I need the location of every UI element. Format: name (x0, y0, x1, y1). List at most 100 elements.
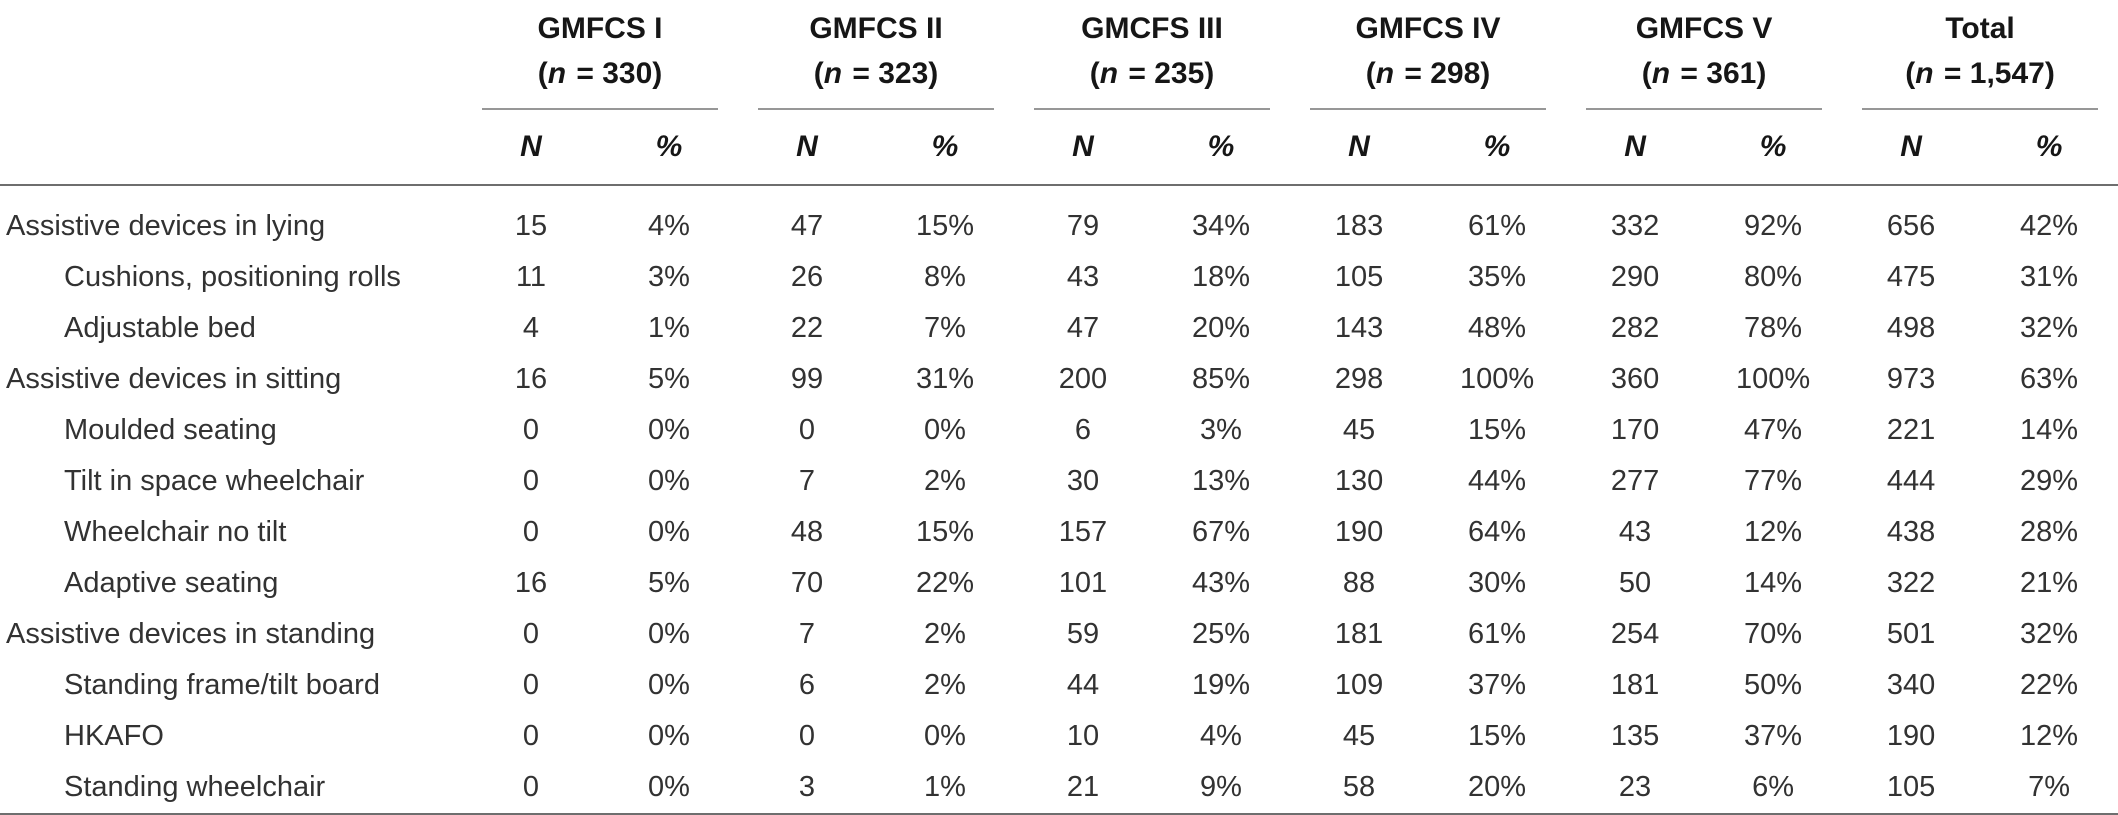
group-title: GMFCS V (1635, 12, 1773, 45)
data-cell: 0 (462, 762, 600, 815)
data-cell: 15% (1468, 720, 1527, 752)
data-cell: 290 (1610, 261, 1660, 293)
data-cell: 1% (648, 312, 690, 344)
row-label: Moulded seating (64, 414, 277, 446)
n-value: = 330) (568, 57, 663, 90)
data-cell: 0% (924, 720, 966, 752)
pct-header: % (1980, 110, 2118, 186)
data-cell: 63% (2020, 363, 2079, 395)
group-sample-size: (n = 298) (1310, 51, 1546, 96)
data-cell: 42% (2020, 210, 2079, 242)
group-header-box: Total (n = 1,547) (1862, 6, 2099, 110)
data-cell: 8% (924, 261, 966, 293)
group-header-total: Total (n = 1,547) (1842, 0, 2118, 110)
data-cell: 501 (1886, 618, 1936, 650)
n-value: = 361) (1672, 57, 1767, 90)
data-cell: 5% (648, 567, 690, 599)
data-cell: 6% (1704, 762, 1843, 815)
data-cell: 16 (514, 567, 548, 599)
group-header-box: GMFCS V (n = 361) (1586, 6, 1823, 110)
data-cell: 277 (1610, 465, 1660, 497)
data-cell: 32% (2020, 618, 2079, 650)
data-cell: 61% (1468, 618, 1527, 650)
n-header: N (1566, 110, 1705, 186)
group-sample-size: (n = 235) (1034, 51, 1270, 96)
data-cell: 14% (1744, 567, 1803, 599)
data-cell: 498 (1886, 312, 1936, 344)
n-header: N (1290, 110, 1429, 186)
data-cell: 32% (2020, 312, 2079, 344)
paren-open: ( (1089, 57, 1100, 90)
data-cell: 9% (1152, 762, 1291, 815)
data-cell: 200 (1058, 363, 1108, 395)
pct-header: % (600, 110, 738, 186)
data-cell: 105 (1842, 762, 1981, 815)
data-cell: 58 (1290, 762, 1429, 815)
group-header-gmfcs-v: GMFCS V (n = 361) (1566, 0, 1842, 110)
data-cell: 656 (1886, 210, 1936, 242)
data-cell: 170 (1610, 414, 1660, 446)
group-header-box: GMFCS II (n = 323) (758, 6, 994, 110)
data-cell: 360 (1610, 363, 1660, 395)
data-cell: 48 (790, 516, 824, 548)
pct-header: % (1704, 110, 1843, 186)
data-cell: 28% (2020, 516, 2079, 548)
data-cell: 6 (798, 669, 816, 701)
group-title: GMFCS II (809, 12, 943, 45)
n-variable: n (1651, 57, 1671, 90)
table-row-assistive-devices-in-sitting: Assistive devices in sitting 16 5% 99 31% 200… (0, 354, 2118, 405)
paren-open: ( (1905, 57, 1916, 90)
paren-open: ( (1641, 57, 1652, 90)
data-cell: 43% (1191, 567, 1251, 599)
data-cell: 37% (1744, 720, 1803, 752)
data-cell: 11 (515, 261, 547, 293)
group-title: GMFCS IV (1355, 12, 1501, 45)
n-header: N (462, 110, 600, 186)
data-cell: 22% (2020, 669, 2079, 701)
group-sample-size: (n = 330) (482, 51, 718, 96)
data-cell: 444 (1886, 465, 1936, 497)
data-cell: 5% (648, 363, 690, 395)
data-cell: 25% (1191, 618, 1251, 650)
pct-header: % (1152, 110, 1291, 186)
data-cell: 47 (790, 210, 824, 242)
data-cell: 7 (798, 618, 816, 650)
data-cell: 0% (648, 618, 690, 650)
table-row-cushions-positioning-rolls: Cushions, positioning rolls 11 3% 26 8% 43 18%… (0, 252, 2118, 303)
data-cell: 0% (648, 465, 690, 497)
data-cell: 135 (1610, 720, 1660, 752)
group-sample-size: (n = 361) (1586, 51, 1822, 96)
group-header-gmfcs-iv: GMFCS IV (n = 298) (1290, 0, 1566, 110)
data-cell: 47% (1744, 414, 1803, 446)
table-row-adaptive-seating: Adaptive seating 16 5% 70 22% 101 43% 88 30% 50 14… (0, 558, 2118, 609)
table-row-assistive-devices-in-standing: Assistive devices in standing 0 0% 7 2% 59 25%… (0, 609, 2118, 660)
data-cell: 37% (1468, 669, 1527, 701)
data-cell: 3 (738, 762, 876, 815)
data-cell: 221 (1886, 414, 1936, 446)
table-row-hkafo: HKAFO 0 0% 0 0% 10 4% 45 15% 135 37% 190 12% (0, 711, 2118, 762)
data-cell: 23 (1566, 762, 1705, 815)
data-cell: 50 (1618, 567, 1652, 599)
data-cell: 181 (1334, 618, 1384, 650)
data-cell: 101 (1058, 567, 1108, 599)
sub-header-row: N% N% N% N% N% N% (0, 110, 2118, 186)
n-value: = 235) (1120, 57, 1215, 90)
n-header: N (738, 110, 876, 186)
data-cell: 0% (924, 414, 966, 446)
data-cell: 80% (1744, 261, 1803, 293)
data-cell: 143 (1334, 312, 1384, 344)
data-cell: 22% (915, 567, 975, 599)
data-cell: 67% (1191, 516, 1251, 548)
group-sample-size: (n = 323) (758, 51, 994, 96)
group-header-box: GMFCS I (n = 330) (482, 6, 718, 110)
data-cell: 26 (790, 261, 824, 293)
row-label: Standing wheelchair (0, 762, 462, 815)
data-cell: 64% (1468, 516, 1527, 548)
n-variable: n (1099, 57, 1119, 90)
pct-header: % (1428, 110, 1567, 186)
data-cell: 59 (1066, 618, 1100, 650)
data-cell: 340 (1886, 669, 1936, 701)
row-label: HKAFO (64, 720, 164, 752)
paren-open: ( (1365, 57, 1376, 90)
n-variable: n (1915, 57, 1934, 90)
